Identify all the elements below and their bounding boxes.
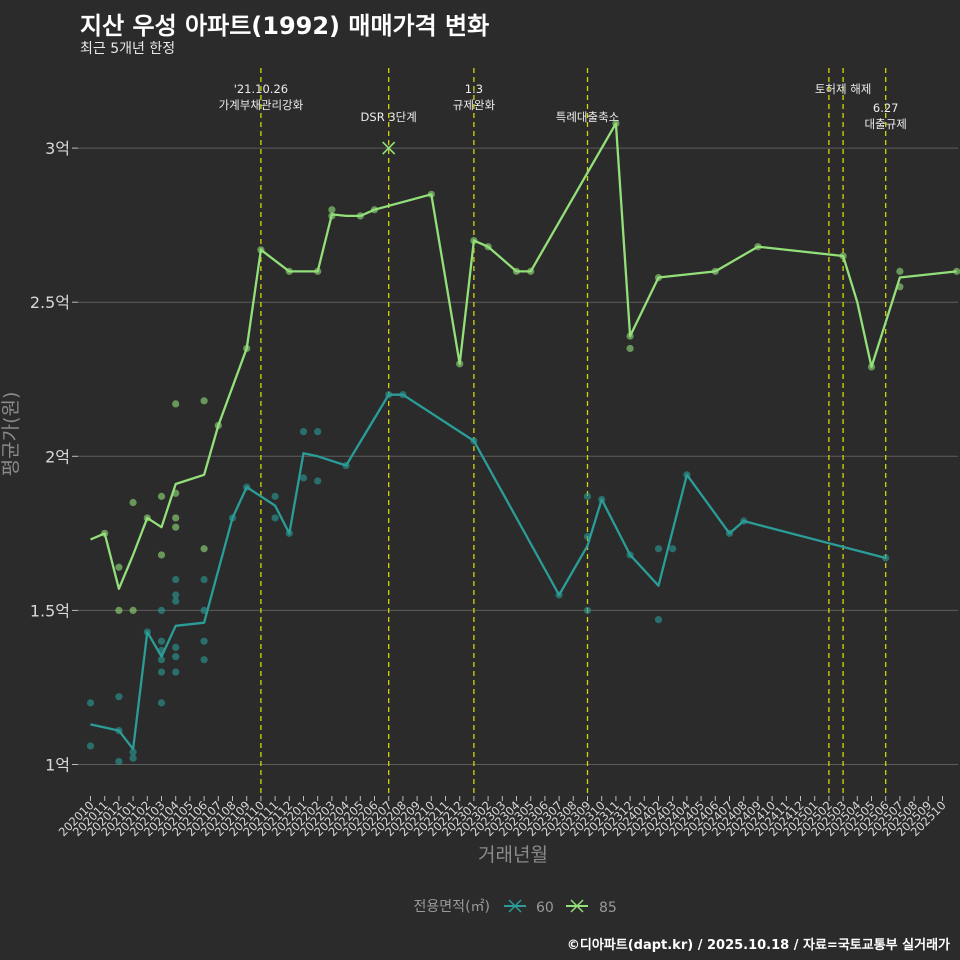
event-label: 규제완화 <box>453 98 496 112</box>
data-point-60 <box>157 637 166 645</box>
event-label: 1.3 <box>465 82 483 96</box>
y-axis-ticks: 1억 1.5억 2억 2.5억 3억 <box>30 139 78 775</box>
y-axis-label: 평균가(원) <box>0 392 22 477</box>
cross-stroke <box>382 141 396 155</box>
data-point-60 <box>157 656 166 664</box>
legend: 전용면적(㎡) 60 85 <box>414 899 617 916</box>
data-point-85 <box>172 400 180 408</box>
data-point-60 <box>583 606 592 615</box>
y-tick-label: 1.5억 <box>30 601 70 620</box>
data-point-60 <box>314 428 322 436</box>
grid-lines <box>78 147 958 765</box>
y-tick-label: 2.5억 <box>30 293 70 312</box>
data-point-85 <box>157 551 166 559</box>
y-tick-label: 1억 <box>45 756 70 775</box>
legend-label-85: 85 <box>599 900 617 916</box>
data-point-60 <box>129 748 137 756</box>
data-point-85 <box>328 206 336 214</box>
data-point-85 <box>129 606 137 615</box>
data-point-60 <box>129 754 137 762</box>
series-layer <box>86 119 960 766</box>
event-label: 가계부채관리강화 <box>219 98 304 112</box>
event-lines <box>260 68 887 796</box>
data-point-60 <box>200 656 208 664</box>
data-point-60 <box>115 757 123 766</box>
event-label: '21.10.26 <box>234 82 288 96</box>
data-point-85 <box>896 267 904 275</box>
data-point-60 <box>882 554 890 562</box>
data-point-60 <box>157 668 166 676</box>
data-point-60 <box>86 699 95 707</box>
data-point-60 <box>200 637 208 645</box>
data-point-85 <box>157 492 166 500</box>
data-point-85 <box>172 514 180 522</box>
data-point-60 <box>157 606 166 615</box>
data-point-60 <box>271 492 279 500</box>
data-point-60 <box>172 653 180 661</box>
x-axis-ticks: 2020102020112020122021012021022021032021… <box>56 796 949 839</box>
data-point-60 <box>172 643 180 651</box>
data-point-60 <box>172 668 180 676</box>
series-line-85 <box>90 122 957 590</box>
data-point-60 <box>115 693 123 701</box>
data-point-60 <box>583 492 592 500</box>
data-point-85 <box>115 606 123 615</box>
data-point-85 <box>200 545 208 553</box>
data-point-60 <box>299 474 308 482</box>
data-point-60 <box>314 477 322 485</box>
event-label: DSR 3단계 <box>361 110 417 124</box>
legend-key-cross <box>508 899 522 913</box>
event-label: 특례대출축소 <box>556 110 619 124</box>
series-line-60 <box>90 393 886 751</box>
data-point-85 <box>129 498 137 507</box>
data-point-60 <box>271 514 279 522</box>
event-label: 6.27 <box>873 101 899 115</box>
x-axis-label: 거래년월 <box>478 844 548 866</box>
event-label: 토허제 해제 <box>815 82 872 96</box>
data-point-60 <box>86 742 95 750</box>
data-point-60 <box>172 597 180 605</box>
data-point-85 <box>115 563 123 571</box>
y-tick-label: 2억 <box>45 447 70 466</box>
data-point-85 <box>200 397 208 405</box>
legend-title: 전용면적(㎡) <box>414 899 490 915</box>
data-point-60 <box>654 545 663 553</box>
y-tick-label: 3억 <box>45 139 70 158</box>
data-point-60 <box>654 616 663 624</box>
data-point-60 <box>157 699 166 707</box>
data-point-85 <box>172 523 180 531</box>
source-caption: ©디아파트(dapt.kr) / 2025.10.18 / 자료=국토교통부 실… <box>566 938 950 953</box>
data-point-60 <box>172 575 180 584</box>
chart-title: 지산 우성 아파트(1992) 매매가격 변화 <box>80 12 490 40</box>
data-point-85 <box>626 344 634 353</box>
data-point-60 <box>172 591 180 599</box>
data-point-60 <box>669 545 677 553</box>
legend-label-60: 60 <box>536 900 554 916</box>
data-point-60 <box>299 428 308 436</box>
chart-subtitle: 최근 5개년 한정 <box>80 41 176 57</box>
data-point-60 <box>200 575 208 584</box>
legend-key-cross <box>570 899 584 913</box>
event-label: 대출규제 <box>865 117 907 131</box>
cross-marker-85 <box>382 141 396 155</box>
